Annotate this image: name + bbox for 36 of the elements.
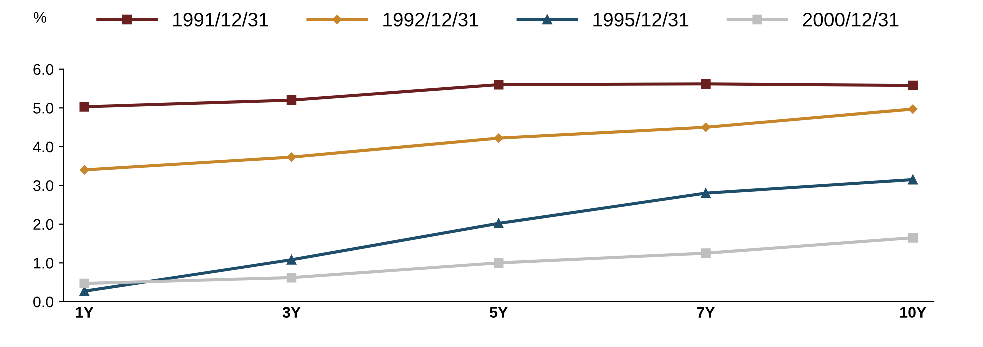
point bbox=[286, 255, 297, 265]
y-tick-label: 2.0 bbox=[34, 219, 54, 230]
y-tick-label: 6.0 bbox=[34, 64, 54, 76]
y-tick-label: 5.0 bbox=[34, 103, 54, 114]
x-tick-label: 3Y bbox=[282, 307, 301, 318]
y-axis-title: % bbox=[34, 12, 46, 23]
y-tick-label: 1.0 bbox=[34, 258, 54, 269]
point bbox=[908, 233, 918, 243]
point bbox=[908, 80, 918, 91]
point bbox=[908, 104, 918, 114]
legend-label: 1995/12/31 bbox=[594, 12, 689, 27]
point bbox=[701, 248, 711, 258]
x-tick-label: 5Y bbox=[490, 307, 508, 318]
legend-label: 1991/12/31 bbox=[174, 12, 268, 27]
x-tick-label: 10Y bbox=[900, 307, 926, 318]
point bbox=[80, 102, 90, 112]
point bbox=[286, 96, 297, 106]
y-tick-label: 3.0 bbox=[34, 180, 54, 192]
point bbox=[494, 134, 504, 143]
point bbox=[494, 218, 504, 228]
point bbox=[908, 174, 918, 185]
point bbox=[701, 188, 711, 198]
y-tick-label: 4.0 bbox=[33, 142, 54, 153]
legend-label: 2000/12/31 bbox=[803, 12, 899, 27]
point bbox=[701, 122, 711, 132]
point bbox=[287, 152, 296, 162]
y-tick-label: 0.0 bbox=[34, 296, 54, 308]
point bbox=[494, 80, 504, 90]
point bbox=[494, 258, 504, 268]
x-tick-label: 7Y bbox=[697, 307, 716, 318]
legend-label: 1992/12/31 bbox=[384, 12, 478, 27]
point bbox=[80, 166, 90, 175]
x-tick-label: 1Y bbox=[76, 307, 94, 318]
point bbox=[701, 79, 711, 89]
point bbox=[80, 278, 90, 289]
point bbox=[286, 273, 297, 283]
